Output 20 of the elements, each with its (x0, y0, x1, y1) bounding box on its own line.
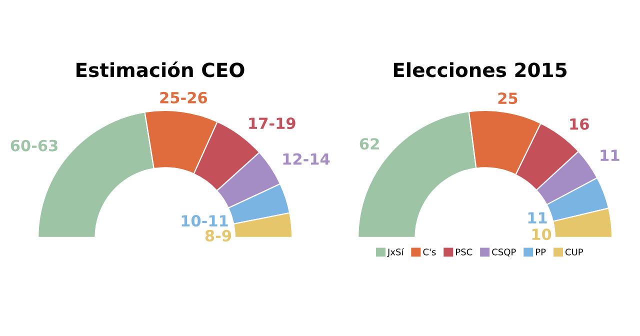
data-label: 11 (528, 212, 547, 224)
data-label: 10-11 (182, 215, 228, 227)
data-label: 25-26 (160, 92, 208, 104)
data-label: 60-63 (10, 140, 58, 152)
data-label: 10 (532, 228, 552, 240)
data-label: 8-9 (205, 230, 232, 242)
data-label: 16 (570, 118, 589, 130)
legend-label: JxSí (387, 248, 404, 258)
data-label: 12-14 (283, 153, 330, 165)
data-label: 17-19 (249, 118, 296, 130)
legend-label: PSC (456, 248, 472, 256)
data-label: 25 (498, 92, 518, 104)
data-label: 11 (600, 150, 620, 161)
data-label: 62 (360, 138, 379, 150)
legend-label: CSQP (492, 248, 516, 256)
legend-label: PP (536, 248, 546, 256)
legend-label: CUP (565, 248, 584, 256)
legend-label: C's (423, 248, 436, 256)
chart-title: Elecciones 2015 (394, 62, 566, 78)
chart-title: Estimación CEO (76, 61, 244, 78)
